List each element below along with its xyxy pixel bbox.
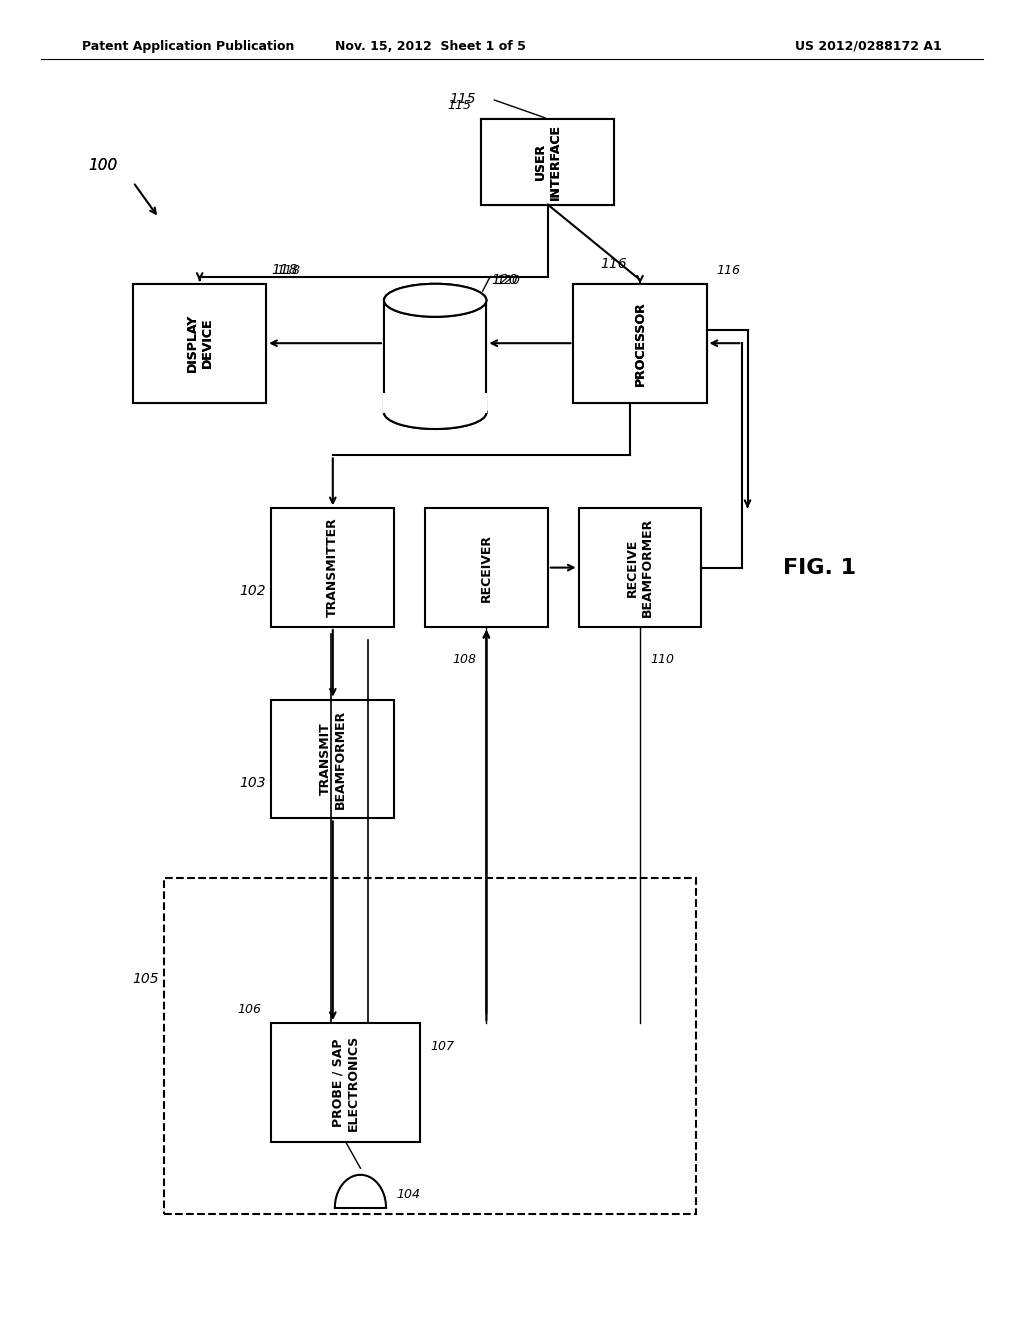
Text: 107: 107 [430, 1040, 454, 1053]
Text: DISPLAY
DEVICE: DISPLAY DEVICE [185, 314, 214, 372]
Bar [133, 284, 266, 403]
Text: FIG. 1: FIG. 1 [782, 557, 856, 578]
Text: TRANSMIT
BEAMFORMER: TRANSMIT BEAMFORMER [318, 709, 347, 809]
Ellipse shape [384, 396, 486, 429]
Bar [271, 1023, 420, 1142]
Text: 116: 116 [600, 256, 627, 271]
Text: 106: 106 [238, 1003, 261, 1016]
Text: 120: 120 [492, 273, 518, 288]
Bar [573, 284, 707, 403]
Bar [425, 508, 548, 627]
Bar [481, 119, 614, 205]
Text: 100: 100 [88, 157, 117, 173]
Bar [383, 393, 487, 412]
Text: Patent Application Publication: Patent Application Publication [82, 40, 294, 53]
Text: PROCESSOR: PROCESSOR [634, 301, 646, 385]
Text: TRANSMITTER: TRANSMITTER [327, 517, 339, 618]
Bar [384, 301, 486, 412]
Bar [573, 284, 707, 403]
Bar [579, 508, 701, 627]
Text: 118: 118 [271, 263, 298, 277]
Text: 104: 104 [396, 1188, 420, 1201]
Text: 100: 100 [88, 157, 117, 173]
Bar [271, 700, 394, 818]
Text: 118: 118 [276, 264, 300, 277]
Text: US 2012/0288172 A1: US 2012/0288172 A1 [796, 40, 942, 53]
Bar [481, 119, 614, 205]
Text: 110: 110 [650, 653, 674, 667]
Bar [271, 508, 394, 627]
Text: 115: 115 [447, 99, 471, 112]
Text: 103: 103 [240, 776, 266, 789]
Text: 120: 120 [497, 275, 520, 288]
Ellipse shape [384, 284, 486, 317]
Bar [164, 878, 696, 1214]
Text: RECEIVE
BEAMFORMER: RECEIVE BEAMFORMER [626, 517, 654, 618]
Text: PROBE / SAP
ELECTRONICS: PROBE / SAP ELECTRONICS [332, 1035, 359, 1130]
Bar [133, 284, 266, 403]
Text: 105: 105 [132, 972, 159, 986]
Ellipse shape [384, 396, 486, 429]
Bar [384, 301, 486, 412]
Text: USER
INTERFACE: USER INTERFACE [534, 124, 562, 199]
Ellipse shape [384, 284, 486, 317]
Text: PROCESSOR: PROCESSOR [634, 301, 646, 385]
Text: 102: 102 [240, 585, 266, 598]
Text: 115: 115 [450, 91, 476, 106]
Text: 108: 108 [453, 653, 476, 667]
Text: RECEIVER: RECEIVER [480, 533, 493, 602]
Text: USER
INTERFACE: USER INTERFACE [534, 124, 562, 199]
Text: 116: 116 [717, 264, 740, 277]
Text: Nov. 15, 2012  Sheet 1 of 5: Nov. 15, 2012 Sheet 1 of 5 [335, 40, 525, 53]
Text: DISPLAY
DEVICE: DISPLAY DEVICE [185, 314, 214, 372]
